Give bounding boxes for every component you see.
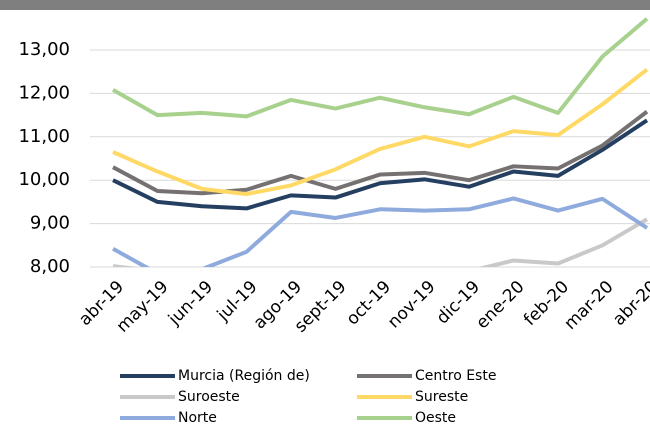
x-tick-label: jun-19 bbox=[164, 277, 217, 330]
y-tick-label: 8,00 bbox=[30, 256, 70, 277]
y-tick-label: 11,00 bbox=[18, 126, 70, 147]
y-tick-label: 13,00 bbox=[18, 39, 70, 60]
x-tick-label: abr-20 bbox=[609, 277, 650, 330]
x-tick-label: nov-19 bbox=[384, 277, 440, 333]
legend-label: Suroeste bbox=[178, 389, 240, 405]
legend-label: Oeste bbox=[415, 410, 456, 426]
series-line bbox=[112, 217, 649, 267]
y-tick-label: 12,00 bbox=[18, 82, 70, 103]
y-tick-label: 9,00 bbox=[30, 213, 70, 234]
legend-label: Centro Este bbox=[415, 368, 496, 384]
plot-area bbox=[112, 17, 649, 267]
x-tick-label: mar-20 bbox=[561, 277, 618, 334]
series-line bbox=[112, 118, 649, 211]
x-tick-label: ene-20 bbox=[472, 277, 528, 333]
header-bar bbox=[0, 0, 650, 10]
series-line bbox=[112, 196, 649, 267]
series-line bbox=[112, 67, 649, 197]
series-line bbox=[112, 17, 649, 119]
y-tick-label: 10,00 bbox=[18, 169, 70, 190]
series-line bbox=[112, 110, 649, 196]
legend-label: Norte bbox=[178, 410, 217, 426]
legend-label: Sureste bbox=[415, 389, 468, 405]
legend-label: Murcia (Región de) bbox=[178, 368, 310, 384]
